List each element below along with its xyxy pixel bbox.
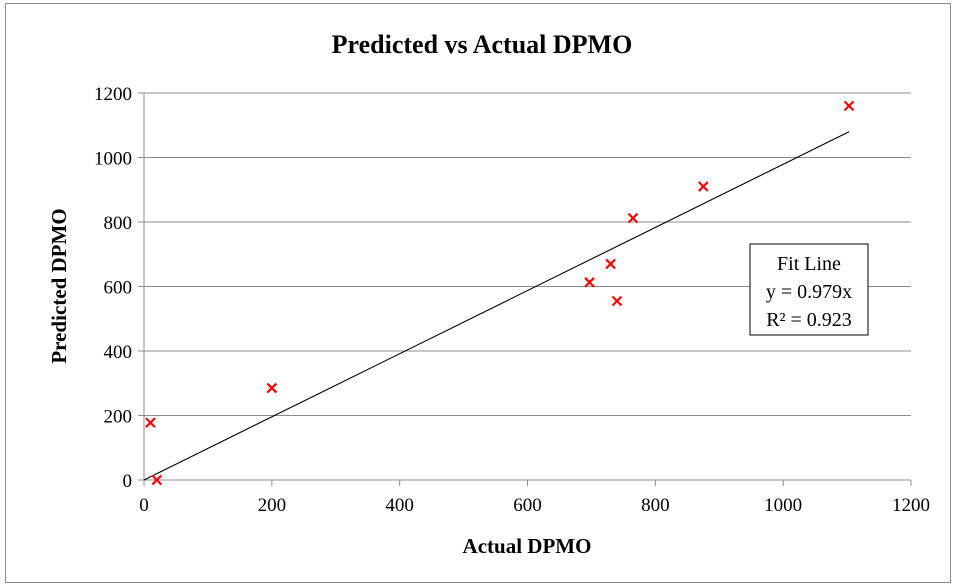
data-point-stroke [843, 100, 855, 112]
fit-line [143, 131, 850, 481]
data-point-stroke [605, 258, 616, 270]
y-tick-label: 1200 [94, 84, 132, 105]
data-point [611, 295, 623, 307]
annotation-box [749, 243, 869, 336]
x-tick-label: 1200 [892, 495, 930, 516]
data-point [145, 417, 156, 428]
data-point-stroke [611, 295, 623, 307]
data-point [584, 277, 595, 288]
data-point [697, 181, 709, 192]
x-tick-label: 400 [385, 495, 414, 516]
gridlines [144, 92, 911, 416]
y-axis-title: Predicted DPMO [47, 208, 71, 363]
x-tick-label: 200 [258, 495, 287, 516]
y-tick-label: 1000 [94, 149, 132, 170]
x-tick-label: 1000 [764, 495, 802, 516]
data-point-stroke [151, 474, 163, 486]
data-point-stroke [697, 181, 709, 192]
data-point [843, 100, 855, 112]
chart-title: Predicted vs Actual DPMO [332, 30, 633, 59]
y-tick-label: 400 [104, 342, 133, 363]
annotation-line-3: R² = 0.923 [766, 309, 852, 331]
axes [138, 92, 912, 486]
data-point [605, 258, 616, 270]
annotation-line-1: Fit Line [777, 253, 841, 275]
y-tick-label: 200 [104, 407, 133, 428]
fit-line-annotation: Fit Line y = 0.979x R² = 0.923 [749, 243, 869, 336]
annotation-line-2: y = 0.979x [766, 281, 852, 303]
data-points [145, 100, 855, 486]
x-tick-labels: 0 200 400 600 800 1000 1200 [139, 495, 930, 516]
y-tick-labels: 0 200 400 600 800 1000 1200 [94, 84, 132, 492]
data-point [627, 212, 639, 224]
y-tick-label: 0 [123, 471, 133, 492]
data-point-stroke [584, 277, 595, 288]
fit-line-group [143, 131, 850, 481]
x-tick-label: 800 [641, 495, 670, 516]
y-tick-label: 600 [104, 278, 133, 299]
data-point [266, 382, 278, 394]
x-axis-title: Actual DPMO [463, 534, 592, 558]
x-tick-label: 600 [513, 495, 542, 516]
data-point-stroke [627, 212, 639, 224]
x-tick-label: 0 [139, 495, 149, 516]
data-point-stroke [145, 417, 156, 428]
y-tick-label: 800 [104, 213, 133, 234]
data-point [151, 474, 163, 486]
data-point-stroke [266, 382, 278, 394]
